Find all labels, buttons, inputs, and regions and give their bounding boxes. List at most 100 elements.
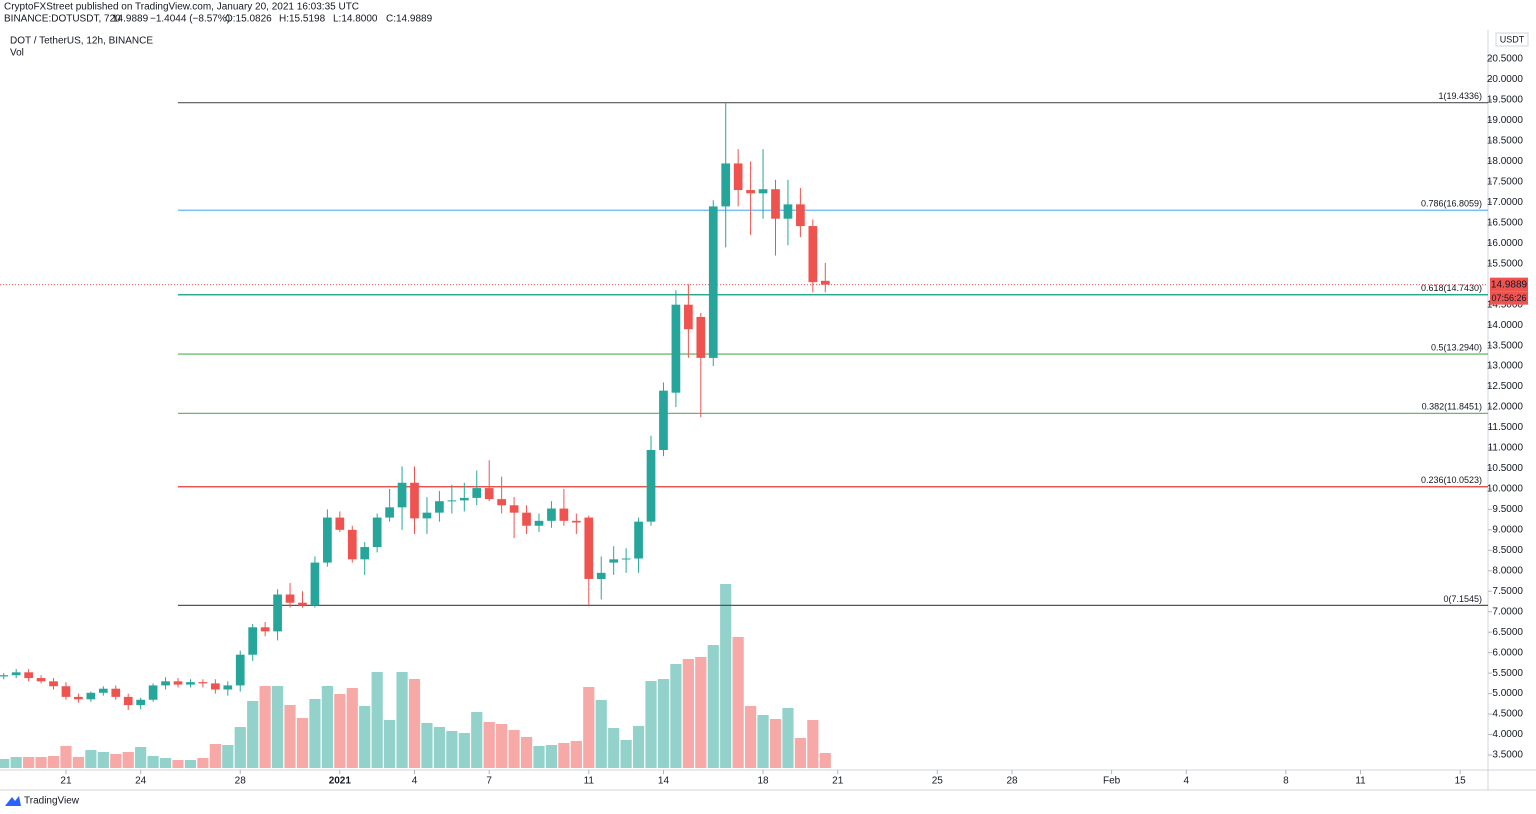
open: O:15.0826 [225, 14, 272, 25]
y-tick-label: 17.0000 [1487, 197, 1524, 208]
candle-body [372, 517, 382, 548]
volume-bar [745, 706, 757, 768]
volume-bar [471, 712, 483, 768]
volume-bar [595, 700, 607, 768]
candle-body [621, 558, 631, 560]
change: −1.4044 (−8.57%) [150, 14, 230, 25]
candle-body [547, 508, 556, 521]
y-tick-label: 3.5000 [1492, 750, 1523, 761]
unit-box [1495, 32, 1529, 47]
candle-body [273, 594, 282, 632]
candle-body [347, 529, 357, 560]
volume-bar [346, 688, 358, 768]
volume-bar [707, 645, 719, 768]
volume-bar [483, 722, 495, 768]
tradingview-logo: TradingView [5, 796, 80, 807]
x-tick-label: 21 [832, 776, 844, 787]
y-tick-label: 16.0000 [1487, 238, 1524, 249]
candle-body [223, 685, 233, 690]
volume-bar [222, 745, 234, 768]
candle-body [435, 501, 444, 513]
candle-body [173, 681, 183, 685]
candle-body [36, 678, 46, 682]
candle-body [248, 627, 258, 655]
y-tick-label: 17.5000 [1487, 176, 1524, 187]
volume-bar [682, 659, 694, 768]
candle-body [559, 508, 569, 521]
volume-bar [520, 737, 533, 768]
candle-body [721, 163, 731, 207]
volume-bar [558, 743, 570, 768]
brand: TradingView [24, 796, 80, 807]
low: L:14.8000 [333, 14, 378, 25]
volume-bar [184, 760, 197, 768]
volume-bar [421, 723, 433, 768]
candle-body [497, 499, 507, 506]
y-tick-label: 7.0000 [1492, 606, 1523, 617]
unit: USDT [1500, 34, 1525, 44]
x-tick-label: 28 [235, 776, 247, 787]
volume-bar [782, 708, 794, 768]
candle-body [123, 696, 133, 706]
volume-bar [570, 741, 582, 768]
y-tick-label: 11.5000 [1488, 422, 1524, 433]
y-tick-label: 11.0000 [1488, 443, 1524, 454]
fib-label: 0.382(11.8451) [1422, 402, 1482, 412]
volume-bar [334, 694, 346, 768]
last-price-label: 14.9889 [1491, 279, 1528, 290]
volume-bar [259, 686, 271, 768]
y-tick-label: 5.0000 [1492, 688, 1523, 699]
volume-bar [620, 740, 632, 768]
y-tick-label: 13.0000 [1487, 361, 1524, 372]
candle-body [571, 520, 581, 523]
countdown-box [1490, 291, 1528, 305]
fib-label: 0.618(14.7430) [1421, 283, 1482, 293]
candle-body [671, 304, 681, 393]
y-tick-label: 4.0000 [1492, 729, 1523, 740]
volume-bar [72, 757, 85, 768]
volume-bar [545, 745, 558, 768]
candle-body [385, 507, 394, 518]
volume-bar [122, 752, 134, 768]
symbol: BINANCE:DOTUSDT, 720 [4, 14, 121, 25]
x-tick-label: 7 [486, 776, 492, 787]
volume-bar [769, 719, 782, 768]
volume-bar [10, 757, 22, 768]
last: 14.9889 [112, 14, 149, 25]
volume-bar [583, 687, 595, 768]
y-tick-label: 4.5000 [1492, 709, 1523, 720]
candle-body [509, 505, 519, 513]
candle-body [323, 517, 332, 563]
chart-title: DOT / TetherUS, 12h, BINANCE [10, 36, 153, 47]
y-tick-label: 14.5000 [1487, 299, 1524, 310]
candle-body [235, 654, 245, 686]
volume-bar [384, 720, 396, 768]
candle-body [808, 226, 818, 283]
y-tick-label: 12.0000 [1487, 402, 1524, 413]
candle-body [820, 280, 830, 285]
y-tick-label: 9.5000 [1492, 504, 1523, 515]
volume-bar [794, 738, 806, 768]
y-tick-label: 10.0000 [1487, 484, 1524, 495]
candle-body [61, 686, 71, 697]
volume-bar [819, 753, 831, 768]
volume-label: Vol [10, 48, 24, 59]
y-tick-label: 6.5000 [1492, 627, 1523, 638]
x-tick-label: 4 [1183, 776, 1189, 787]
candle-body [684, 304, 693, 330]
candle-body [86, 692, 96, 700]
publisher: CryptoFXStreet published on TradingView.… [4, 2, 359, 13]
candle-body [659, 390, 668, 451]
x-tick-label: 2021 [329, 776, 352, 787]
candle-body [285, 594, 295, 603]
volume-bar [408, 679, 421, 768]
candle-body [472, 488, 482, 498]
x-tick-label: 15 [1455, 776, 1467, 787]
candle-body [397, 482, 407, 508]
close: C:14.9889 [386, 14, 433, 25]
candle-body [198, 682, 208, 684]
candle-body [771, 189, 780, 219]
candle-body [758, 189, 768, 194]
